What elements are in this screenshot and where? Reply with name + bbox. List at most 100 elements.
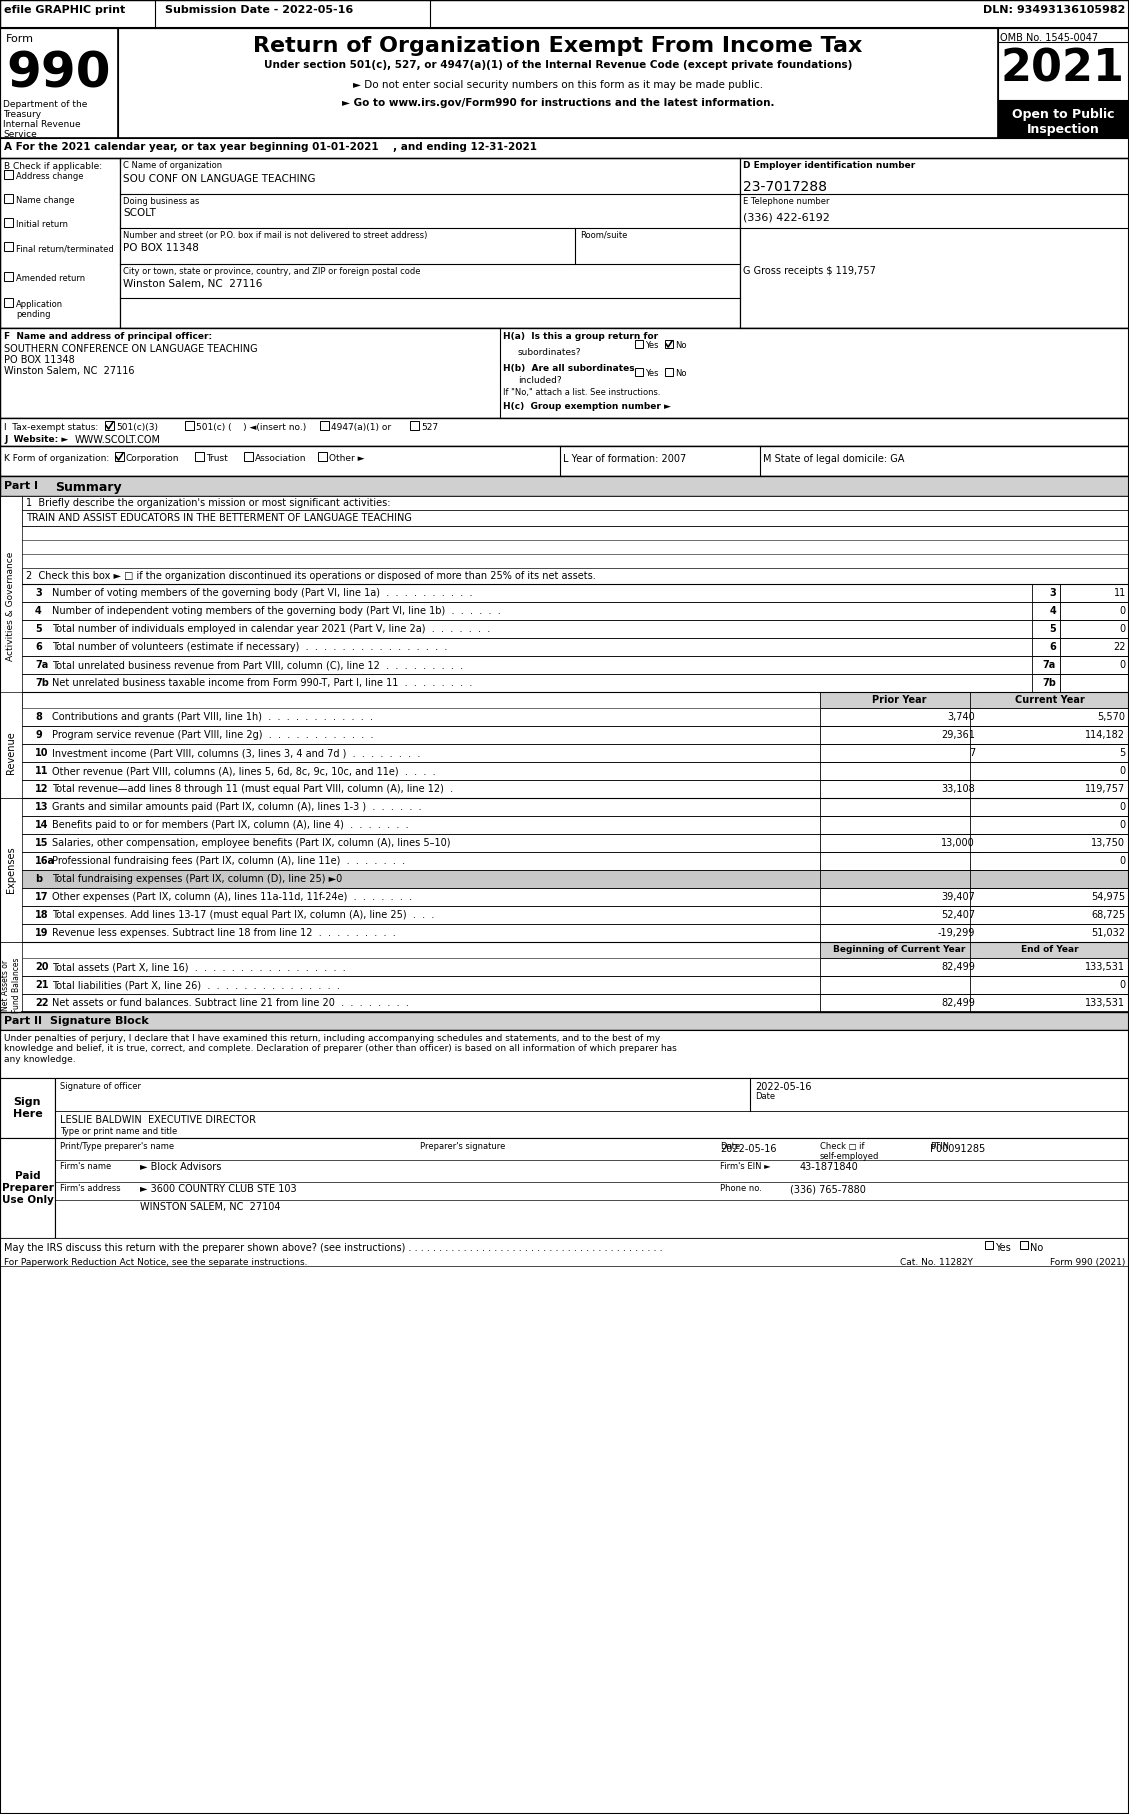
Text: L Year of formation: 2007: L Year of formation: 2007 (563, 454, 686, 464)
Text: Preparer's signature: Preparer's signature (420, 1143, 506, 1152)
Bar (21, 620, 1129, 639)
Text: SOU CONF ON LANGUAGE TEACHING: SOU CONF ON LANGUAGE TEACHING (123, 174, 315, 183)
Text: 0: 0 (1119, 980, 1124, 990)
Bar (5, 171, 14, 180)
Text: Date: Date (720, 1143, 741, 1152)
Bar (970, 994, 1129, 1012)
Text: OMB No. 1545-0047: OMB No. 1545-0047 (1000, 33, 1099, 44)
Bar (970, 691, 1129, 707)
Bar (21, 889, 1129, 905)
Text: 21: 21 (35, 980, 49, 990)
Bar (0, 0, 1129, 27)
Text: 7: 7 (969, 747, 975, 758)
Bar (970, 923, 1129, 941)
Text: Form 990 (2021): Form 990 (2021) (1050, 1257, 1126, 1266)
Text: 14: 14 (35, 820, 49, 831)
Bar (820, 923, 979, 941)
Text: 5,570: 5,570 (1097, 713, 1124, 722)
Text: Total expenses. Add lines 13-17 (must equal Part IX, column (A), line 25)  .  . : Total expenses. Add lines 13-17 (must eq… (52, 911, 435, 920)
Text: 1  Briefly describe the organization's mission or most significant activities:: 1 Briefly describe the organization's mi… (26, 499, 391, 508)
Text: 5: 5 (1119, 747, 1124, 758)
Bar (820, 976, 979, 994)
Text: Firm's address: Firm's address (60, 1185, 121, 1194)
Bar (55, 1078, 1129, 1137)
Bar (5, 194, 14, 203)
Text: Department of the
Treasury: Department of the Treasury (3, 100, 87, 120)
Text: 39,407: 39,407 (942, 892, 975, 902)
Text: No: No (1030, 1243, 1043, 1253)
Text: Date: Date (755, 1092, 776, 1101)
Text: Cat. No. 11282Y: Cat. No. 11282Y (900, 1257, 973, 1266)
Bar (0, 138, 1129, 158)
Bar (320, 421, 329, 430)
Text: 6: 6 (1049, 642, 1056, 651)
Text: End of Year: End of Year (1021, 945, 1078, 954)
Bar (21, 584, 1129, 602)
Text: Number of independent voting members of the governing body (Part VI, line 1b)  .: Number of independent voting members of … (52, 606, 501, 617)
Text: SOUTHERN CONFERENCE ON LANGUAGE TEACHING: SOUTHERN CONFERENCE ON LANGUAGE TEACHING (5, 345, 257, 354)
Bar (0, 27, 119, 138)
Text: ► Do not enter social security numbers on this form as it may be made public.: ► Do not enter social security numbers o… (353, 80, 763, 91)
Text: 5: 5 (35, 624, 42, 635)
Bar (21, 707, 1129, 726)
Text: SCOLT: SCOLT (123, 209, 156, 218)
Text: Net unrelated business taxable income from Form 990-T, Part I, line 11  .  .  . : Net unrelated business taxable income fr… (52, 678, 472, 688)
Bar (5, 297, 14, 307)
Text: 11: 11 (35, 766, 49, 776)
Bar (970, 905, 1129, 923)
Text: 15: 15 (35, 838, 49, 847)
Text: J  Website: ►: J Website: ► (5, 435, 68, 444)
Bar (970, 816, 1129, 834)
Text: 22: 22 (1113, 642, 1126, 651)
Text: Under section 501(c), 527, or 4947(a)(1) of the Internal Revenue Code (except pr: Under section 501(c), 527, or 4947(a)(1)… (264, 60, 852, 71)
Text: May the IRS discuss this return with the preparer shown above? (see instructions: May the IRS discuss this return with the… (5, 1243, 663, 1253)
Bar (21, 816, 1129, 834)
Text: Under penalties of perjury, I declare that I have examined this return, includin: Under penalties of perjury, I declare th… (5, 1034, 676, 1063)
Text: Internal Revenue
Service: Internal Revenue Service (3, 120, 80, 140)
Text: Signature Block: Signature Block (50, 1016, 149, 1027)
Text: Application
pending: Application pending (16, 299, 63, 319)
Text: 4: 4 (35, 606, 42, 617)
Text: 68,725: 68,725 (1091, 911, 1124, 920)
Bar (1032, 675, 1060, 691)
Bar (820, 798, 979, 816)
Text: Number of voting members of the governing body (Part VI, line 1a)  .  .  .  .  .: Number of voting members of the governin… (52, 588, 473, 599)
Bar (21, 798, 1129, 816)
Text: Summary: Summary (55, 481, 122, 493)
Text: H(a)  Is this a group return for: H(a) Is this a group return for (504, 332, 658, 341)
Text: Total liabilities (Part X, line 26)  .  .  .  .  .  .  .  .  .  .  .  .  .  .  .: Total liabilities (Part X, line 26) . . … (52, 980, 340, 990)
Text: 23-7017288: 23-7017288 (743, 180, 828, 194)
Text: Grants and similar amounts paid (Part IX, column (A), lines 1-3 )  .  .  .  .  .: Grants and similar amounts paid (Part IX… (52, 802, 421, 813)
Text: C Name of organization: C Name of organization (123, 161, 222, 171)
Text: Revenue less expenses. Subtract line 18 from line 12  .  .  .  .  .  .  .  .  .: Revenue less expenses. Subtract line 18 … (52, 929, 396, 938)
Bar (21, 976, 1129, 994)
Bar (970, 976, 1129, 994)
Text: 8: 8 (35, 713, 42, 722)
Text: E Telephone number: E Telephone number (743, 198, 830, 207)
Text: P00091285: P00091285 (930, 1145, 986, 1154)
Bar (739, 158, 1129, 328)
Text: 33,108: 33,108 (942, 784, 975, 795)
Bar (0, 1237, 1129, 1266)
Text: 10: 10 (35, 747, 49, 758)
Bar (120, 158, 739, 328)
Text: Investment income (Part VIII, columns (3, lines 3, 4 and 7d )  .  .  .  .  .  . : Investment income (Part VIII, columns (3… (52, 747, 420, 758)
Bar (820, 958, 979, 976)
Text: 13: 13 (35, 802, 49, 813)
Text: 7a: 7a (1043, 660, 1056, 669)
Bar (970, 798, 1129, 816)
Text: Total number of volunteers (estimate if necessary)  .  .  .  .  .  .  .  .  .  .: Total number of volunteers (estimate if … (52, 642, 447, 651)
Text: 2021: 2021 (1001, 47, 1124, 91)
Bar (244, 452, 253, 461)
Bar (1019, 1241, 1029, 1250)
Text: Association: Association (255, 454, 306, 463)
Text: 527: 527 (421, 423, 438, 432)
Text: Total unrelated business revenue from Part VIII, column (C), line 12  .  .  .  .: Total unrelated business revenue from Pa… (52, 660, 463, 669)
Text: Print/Type preparer's name: Print/Type preparer's name (60, 1143, 174, 1152)
Bar (0, 1078, 55, 1137)
Text: Current Year: Current Year (1015, 695, 1084, 706)
Text: Total fundraising expenses (Part IX, column (D), line 25) ►0: Total fundraising expenses (Part IX, col… (52, 874, 342, 883)
Text: 501(c) (    ) ◄(insert no.): 501(c) ( ) ◄(insert no.) (196, 423, 306, 432)
Bar (1032, 657, 1060, 675)
Text: 0: 0 (1119, 856, 1124, 865)
